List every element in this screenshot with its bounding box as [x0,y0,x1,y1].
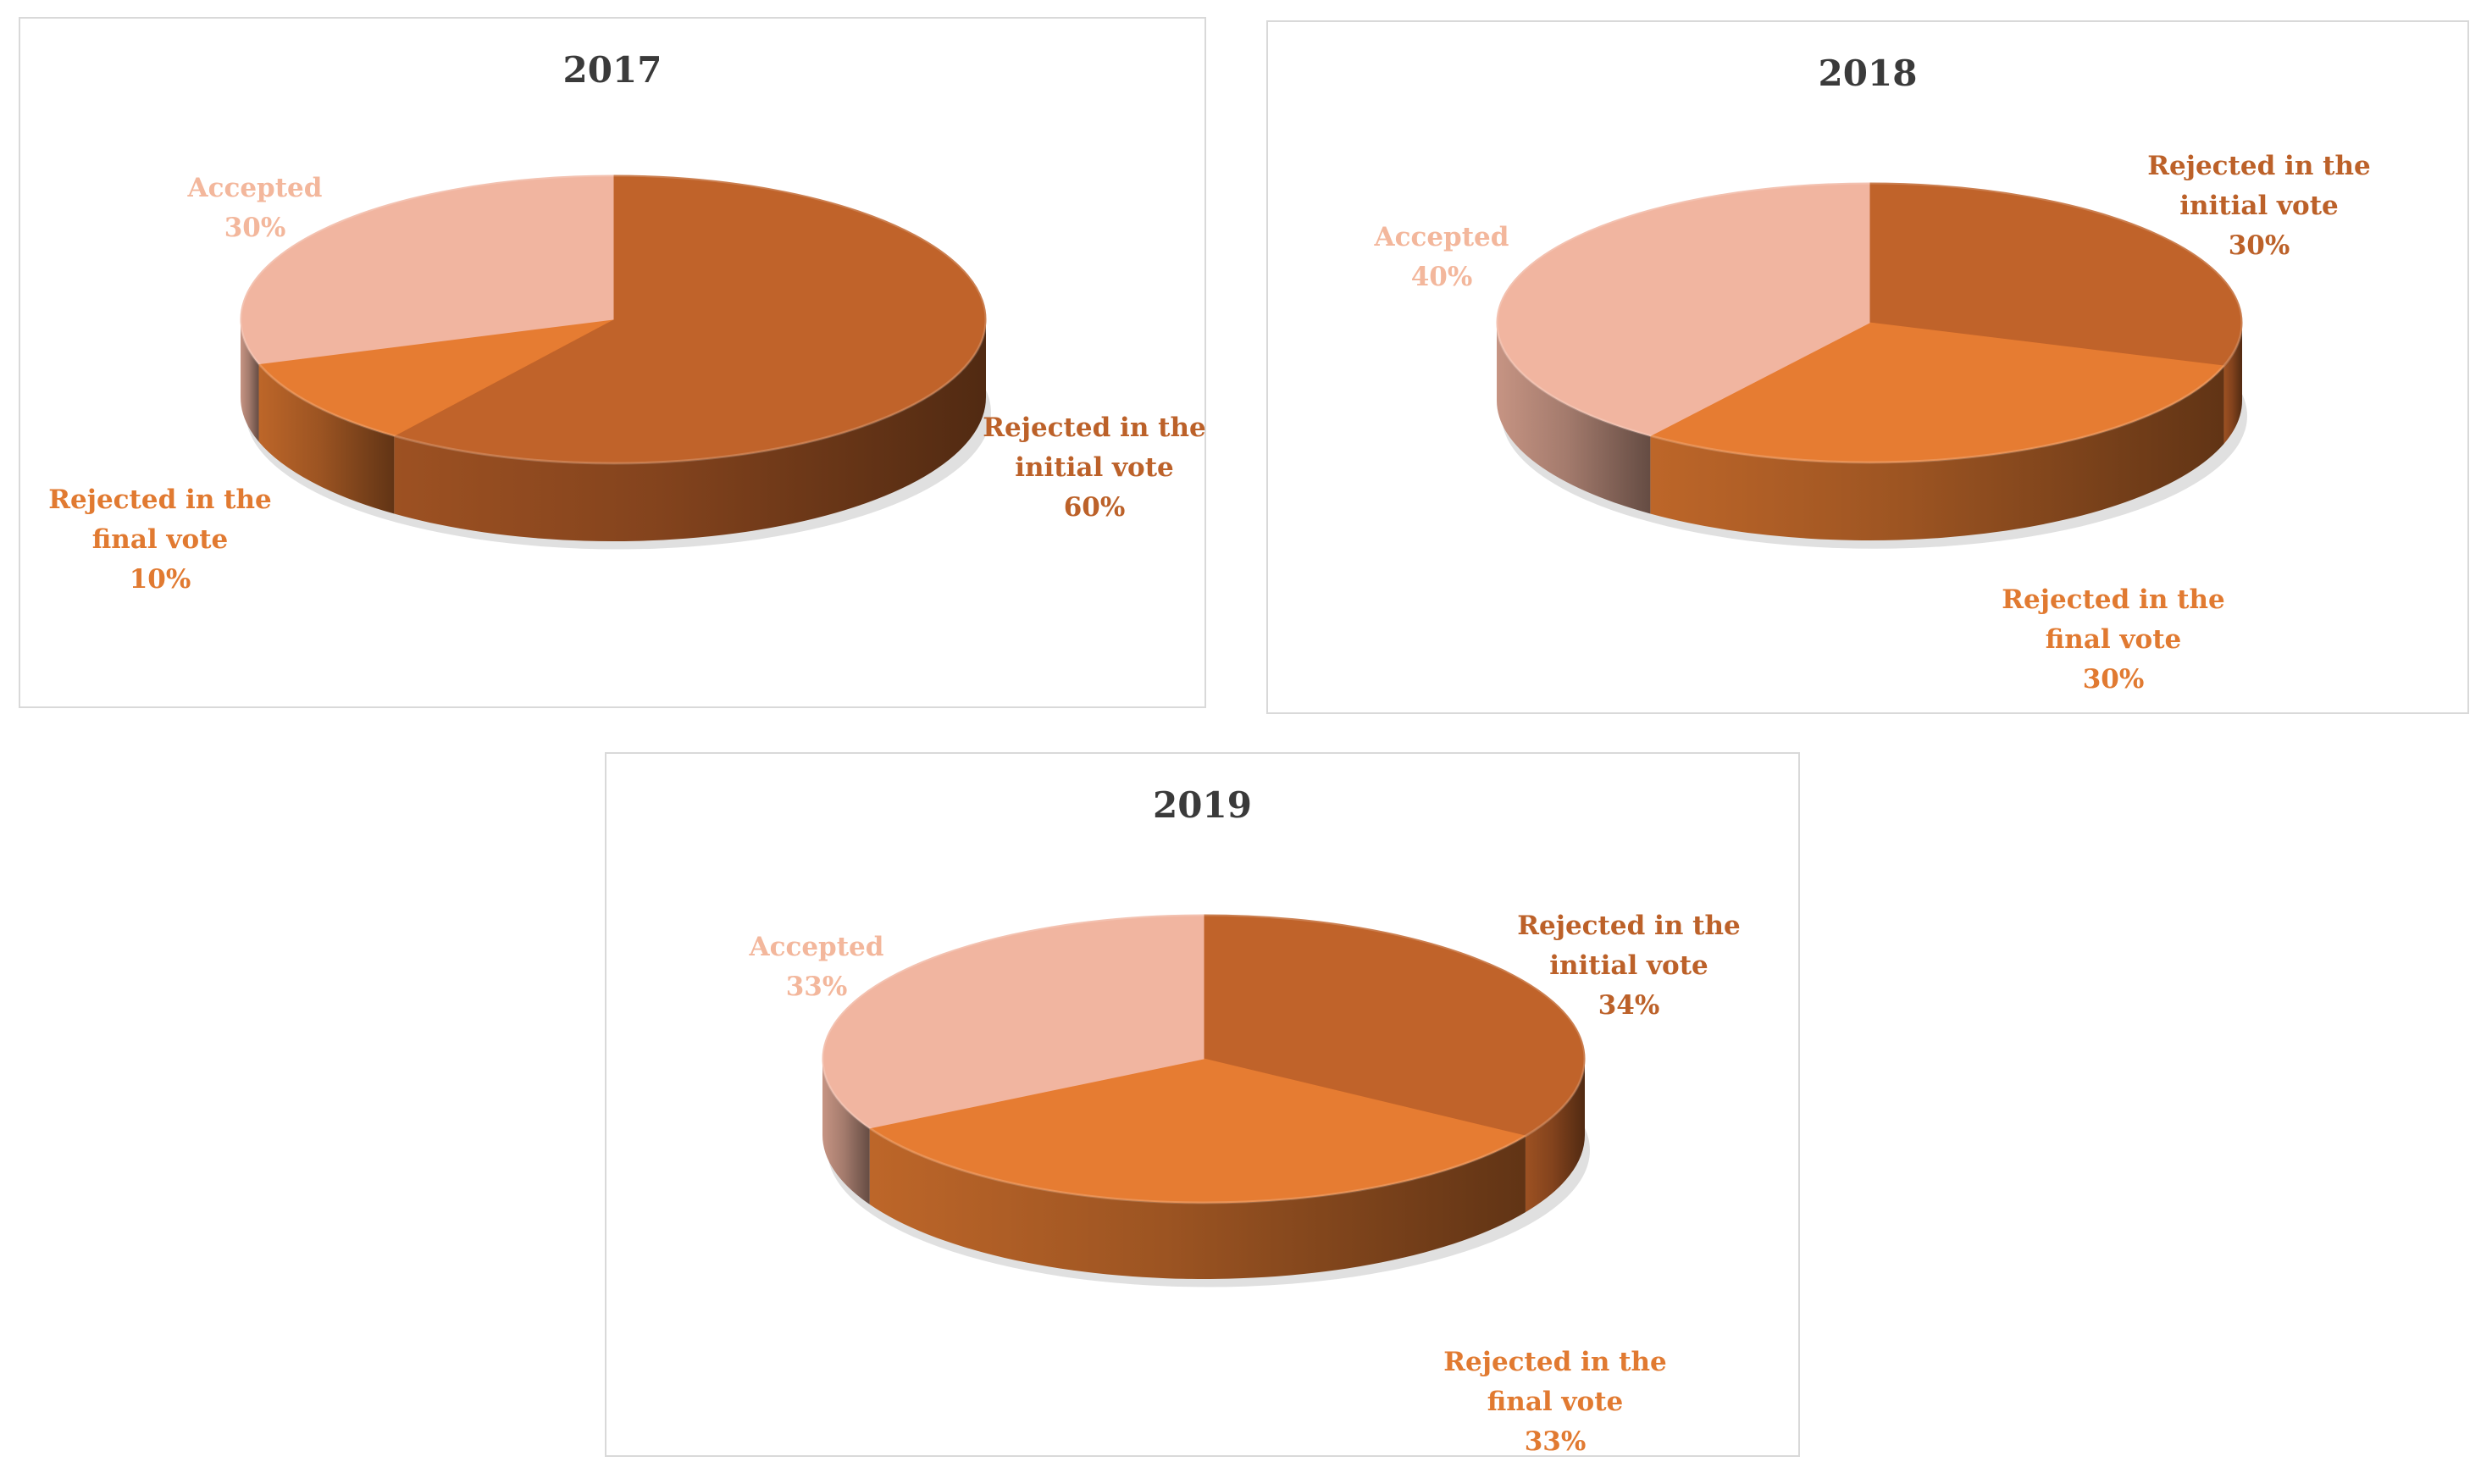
pie-rim [1495,181,2244,464]
data-label-line: 33% [786,972,848,1002]
data-label-2: Rejected in the final vote 30% [2002,584,2225,695]
data-label-line: Accepted [749,932,884,962]
data-label-line: 30% [2083,664,2145,695]
pie-slice-3 [1496,182,1870,437]
pie-side-3 [1497,323,1651,514]
data-label-line: Rejected in the [2002,584,2225,615]
data-label-line: 30% [224,213,286,243]
data-label-1: Rejected in the initial vote 34% [1517,911,1741,1021]
pie-chart-2018: Rejected in the initial vote 30%Rejected i… [1374,151,2371,695]
data-label-line: final vote [2046,624,2181,655]
data-label-1: Rejected in the initial vote 60% [983,413,1206,523]
data-label-line: 33% [1525,1426,1587,1457]
data-label-line: final vote [92,524,228,555]
data-label-line: Rejected in the [983,413,1206,443]
data-label-line: initial vote [1015,452,1174,483]
data-label-line: 34% [1598,990,1660,1021]
data-label-1: Rejected in the initial vote 30% [2147,151,2371,261]
data-label-line: Rejected in the [1443,1347,1667,1377]
pie-rim [239,174,988,465]
data-label-2: Rejected in the final vote 10% [48,485,272,595]
data-label-3: Accepted 33% [749,932,884,1002]
pie-side-1 [394,319,986,542]
chart-title: 2017 [562,49,662,91]
pie-slice-3 [822,914,1204,1129]
chart-title: 2018 [1818,53,1918,94]
data-label-line: final vote [1487,1387,1623,1417]
data-label-line: initial vote [2179,191,2339,221]
pie-slice-1 [1203,914,1586,1137]
data-label-line: Accepted [1374,222,1509,252]
data-label-line: 10% [130,564,191,595]
pie-slice-1 [393,174,987,464]
pie-side-2 [1650,365,2224,540]
data-label-line: Rejected in the [2147,151,2371,181]
chart-panel-2018: 2018 Rejected in the initial vote 30% Rejec… [1266,20,2469,714]
data-label-3: Accepted 40% [1374,222,1509,292]
pie-side-1 [2223,323,2242,444]
data-label-line: 30% [2229,230,2290,261]
chart-panel-2019: 2019 Rejected in the initial vote 34% Rejec… [605,752,1800,1457]
pie-slice-2 [1649,322,2225,463]
data-label-line: Rejected in the [1517,911,1741,941]
pie-slice-2 [258,318,614,437]
pie-side-1 [1525,1059,1585,1213]
data-label-2: Rejected in the final vote 33% [1443,1347,1667,1457]
pie-slice-3 [240,174,614,365]
pie-slice-2 [868,1058,1527,1204]
data-label-line: 60% [1064,492,1126,523]
chart-title: 2019 [1153,784,1252,826]
pie-side-3 [241,319,259,442]
pie-rim [821,913,1587,1204]
data-label-line: 40% [1411,262,1473,292]
pie-slice-1 [1869,182,2243,367]
data-label-line: initial vote [1549,950,1708,981]
pie-side-2 [869,1127,1526,1279]
pie-chart-2019: Rejected in the initial vote 34%Rejected i… [749,911,1741,1457]
chart-panel-2017: 2017 Rejected in the initial vote 60% Rejec… [19,17,1206,708]
data-label-line: Rejected in the [48,485,272,515]
data-label-line: Accepted [187,173,323,203]
pie-side-2 [258,363,395,514]
pie-chart-2017: Rejected in the initial vote 60%Rejected i… [48,173,1206,595]
data-label-3: Accepted 30% [187,173,323,243]
